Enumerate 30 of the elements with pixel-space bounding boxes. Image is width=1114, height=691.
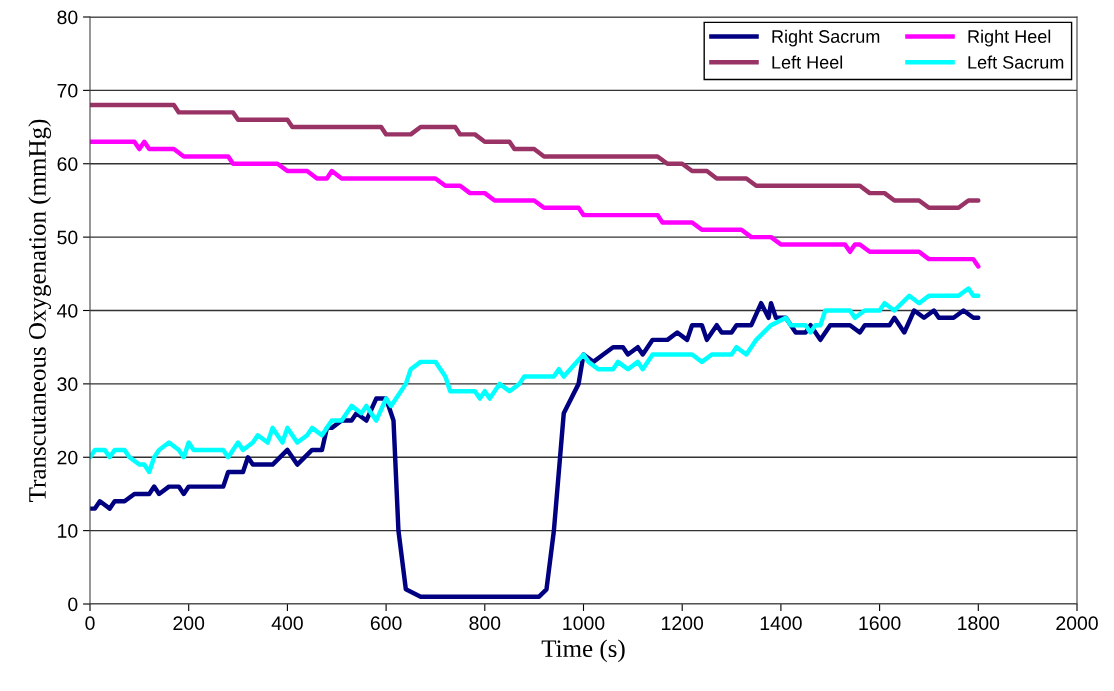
legend-label: Right Sacrum — [772, 29, 880, 47]
line-series — [90, 300, 981, 599]
legend-label: Right Heel — [968, 29, 1051, 47]
y-tick-label: 0 — [68, 597, 78, 612]
x-tick-label: 1000 — [563, 616, 605, 631]
line-series — [90, 102, 981, 210]
line-series — [90, 286, 981, 475]
y-tick-label: 30 — [57, 377, 78, 392]
x-tick-label: 1600 — [859, 616, 901, 631]
y-axis-title: Transcutaneous Oxygenation (mmHg) — [28, 119, 52, 502]
y-tick-label: 40 — [57, 303, 78, 318]
x-tick-label: 400 — [271, 616, 303, 631]
y-tick-label: 10 — [58, 524, 78, 538]
y-tick-label: 60 — [57, 157, 78, 171]
x-tick-label: 200 — [173, 616, 205, 631]
legend-label: Left Sacrum — [968, 55, 1064, 69]
x-tick-label: 1400 — [760, 616, 802, 631]
x-tick-label: 2000 — [1056, 616, 1098, 631]
y-tick-label: 20 — [57, 450, 78, 465]
line-series — [90, 139, 981, 269]
x-axis-title: Time (s) — [541, 639, 625, 663]
x-tick-label: 1200 — [662, 616, 704, 631]
y-tick-label: 50 — [57, 230, 78, 245]
x-tick-label: 1800 — [958, 616, 1000, 631]
y-tick-label: 70 — [57, 83, 78, 98]
x-tick-label: 600 — [370, 616, 402, 631]
y-tick-label: 80 — [57, 10, 78, 25]
x-tick-label: 800 — [469, 616, 501, 631]
legend-label: Left Heel — [772, 55, 843, 69]
x-tick-label: 0 — [85, 616, 95, 631]
